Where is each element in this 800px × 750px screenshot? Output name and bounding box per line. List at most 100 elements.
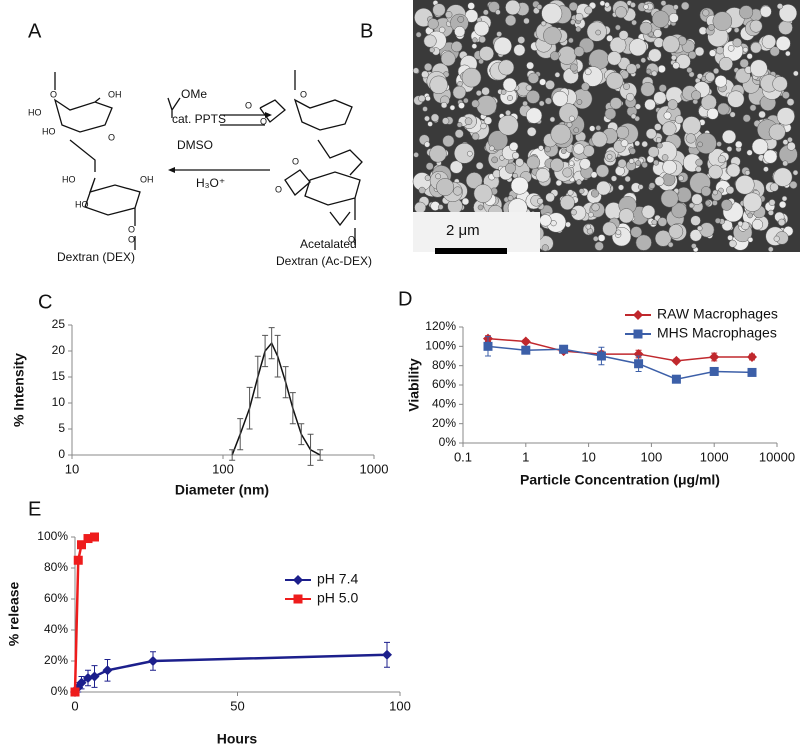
- particle: [569, 63, 578, 72]
- legend-marker: [633, 310, 643, 320]
- series-line: [487, 337, 753, 362]
- particle: [497, 114, 519, 136]
- reagent-label: OMe: [181, 87, 207, 101]
- particle: [457, 16, 465, 23]
- particle: [618, 208, 634, 224]
- series-line: [73, 653, 388, 693]
- particle: [424, 174, 431, 181]
- particle: [700, 186, 712, 197]
- particle: [582, 145, 595, 157]
- particle: [491, 156, 498, 164]
- particle: [570, 209, 577, 216]
- y-tick-label: 60%: [44, 591, 68, 605]
- particle: [641, 205, 656, 219]
- error-bar: [229, 449, 236, 461]
- particle: [588, 211, 594, 218]
- particle: [594, 241, 604, 251]
- particle: [678, 175, 684, 182]
- reverse-label: H₃O⁺: [196, 176, 225, 190]
- particle: [727, 45, 735, 52]
- particle: [429, 47, 435, 53]
- particle: [671, 202, 687, 219]
- particle: [414, 201, 427, 214]
- atom-label: OH: [140, 174, 154, 184]
- error-bar: [262, 334, 269, 368]
- particle: [672, 61, 680, 70]
- particle: [778, 218, 786, 227]
- marker: [76, 677, 87, 688]
- particle: [688, 50, 697, 60]
- particle: [702, 9, 710, 17]
- particle: [440, 101, 448, 109]
- particle: [761, 34, 777, 49]
- panel-label: E: [28, 498, 41, 520]
- marker: [709, 351, 720, 362]
- marker: [73, 555, 83, 565]
- particle: [786, 141, 796, 151]
- particle: [746, 149, 753, 156]
- particle: [645, 68, 652, 75]
- particle: [618, 184, 625, 191]
- particle: [454, 142, 475, 164]
- particle: [471, 132, 480, 141]
- particle: [624, 175, 631, 183]
- panel-label: A: [28, 20, 42, 42]
- particle: [543, 26, 562, 45]
- particle: [429, 75, 448, 95]
- particle: [437, 204, 444, 210]
- particle: [607, 51, 622, 66]
- atom-label: HO: [62, 174, 76, 184]
- particle: [610, 175, 618, 182]
- particle: [690, 215, 701, 226]
- particle: [537, 198, 544, 205]
- particle: [590, 171, 598, 179]
- particle: [686, 67, 693, 74]
- y-tick-label: 40%: [44, 622, 68, 636]
- y-axis-label: Viability: [406, 358, 422, 412]
- marker: [747, 367, 757, 377]
- particle: [442, 117, 450, 125]
- particle: [604, 108, 617, 120]
- particle: [778, 20, 793, 35]
- particle: [768, 199, 776, 206]
- particle: [667, 241, 674, 248]
- particle: [597, 234, 606, 242]
- particle: [628, 158, 635, 164]
- particle: [522, 100, 528, 107]
- particle: [480, 122, 487, 130]
- particle: [776, 107, 795, 126]
- particle: [630, 113, 637, 120]
- particle: [739, 5, 754, 20]
- error-bar: [274, 334, 281, 378]
- atom-label: O: [50, 89, 57, 99]
- particle: [449, 160, 463, 174]
- particle: [449, 104, 456, 111]
- particle: [544, 97, 552, 105]
- y-tick-label: 10: [52, 395, 66, 409]
- particle: [505, 0, 521, 16]
- atom-label: OH: [108, 89, 122, 99]
- error-bar: [298, 423, 305, 446]
- particle: [505, 109, 511, 116]
- particle: [540, 20, 547, 27]
- particle: [657, 64, 666, 73]
- particle: [421, 70, 429, 79]
- particle: [751, 219, 764, 231]
- particle: [785, 50, 791, 57]
- particle: [525, 107, 543, 124]
- particle: [453, 186, 463, 196]
- particle: [634, 140, 641, 147]
- particle: [793, 70, 799, 77]
- particle: [617, 159, 627, 168]
- particle: [654, 176, 665, 187]
- particle: [615, 24, 621, 31]
- particle: [550, 123, 572, 145]
- particle: [653, 91, 667, 105]
- particle: [476, 95, 497, 116]
- particle: [787, 136, 793, 143]
- particle: [661, 121, 677, 136]
- particle: [644, 98, 656, 111]
- particle: [655, 137, 662, 143]
- particle: [629, 147, 636, 155]
- particle: [445, 11, 453, 19]
